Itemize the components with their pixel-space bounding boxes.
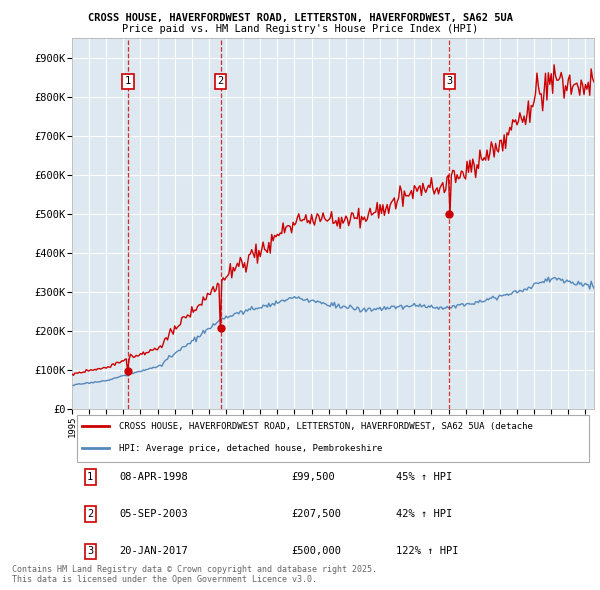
Text: 08-APR-1998: 08-APR-1998 xyxy=(119,472,188,482)
Text: HPI: Average price, detached house, Pembrokeshire: HPI: Average price, detached house, Pemb… xyxy=(119,444,382,453)
Text: Contains HM Land Registry data © Crown copyright and database right 2025.: Contains HM Land Registry data © Crown c… xyxy=(12,565,377,574)
Text: £99,500: £99,500 xyxy=(291,472,335,482)
Text: £207,500: £207,500 xyxy=(291,509,341,519)
Text: 2: 2 xyxy=(217,76,224,86)
Text: CROSS HOUSE, HAVERFORDWEST ROAD, LETTERSTON, HAVERFORDWEST, SA62 5UA: CROSS HOUSE, HAVERFORDWEST ROAD, LETTERS… xyxy=(88,13,512,23)
Text: 3: 3 xyxy=(87,546,94,556)
Text: 42% ↑ HPI: 42% ↑ HPI xyxy=(395,509,452,519)
Text: 1: 1 xyxy=(125,76,131,86)
Text: £500,000: £500,000 xyxy=(291,546,341,556)
Text: 2: 2 xyxy=(87,509,94,519)
Text: 45% ↑ HPI: 45% ↑ HPI xyxy=(395,472,452,482)
Text: 1: 1 xyxy=(87,472,94,482)
FancyBboxPatch shape xyxy=(77,415,589,462)
Text: Price paid vs. HM Land Registry's House Price Index (HPI): Price paid vs. HM Land Registry's House … xyxy=(122,24,478,34)
Text: 05-SEP-2003: 05-SEP-2003 xyxy=(119,509,188,519)
Text: This data is licensed under the Open Government Licence v3.0.: This data is licensed under the Open Gov… xyxy=(12,575,317,584)
Text: 122% ↑ HPI: 122% ↑ HPI xyxy=(395,546,458,556)
Text: 3: 3 xyxy=(446,76,452,86)
Text: CROSS HOUSE, HAVERFORDWEST ROAD, LETTERSTON, HAVERFORDWEST, SA62 5UA (detache: CROSS HOUSE, HAVERFORDWEST ROAD, LETTERS… xyxy=(119,422,533,431)
Text: 20-JAN-2017: 20-JAN-2017 xyxy=(119,546,188,556)
